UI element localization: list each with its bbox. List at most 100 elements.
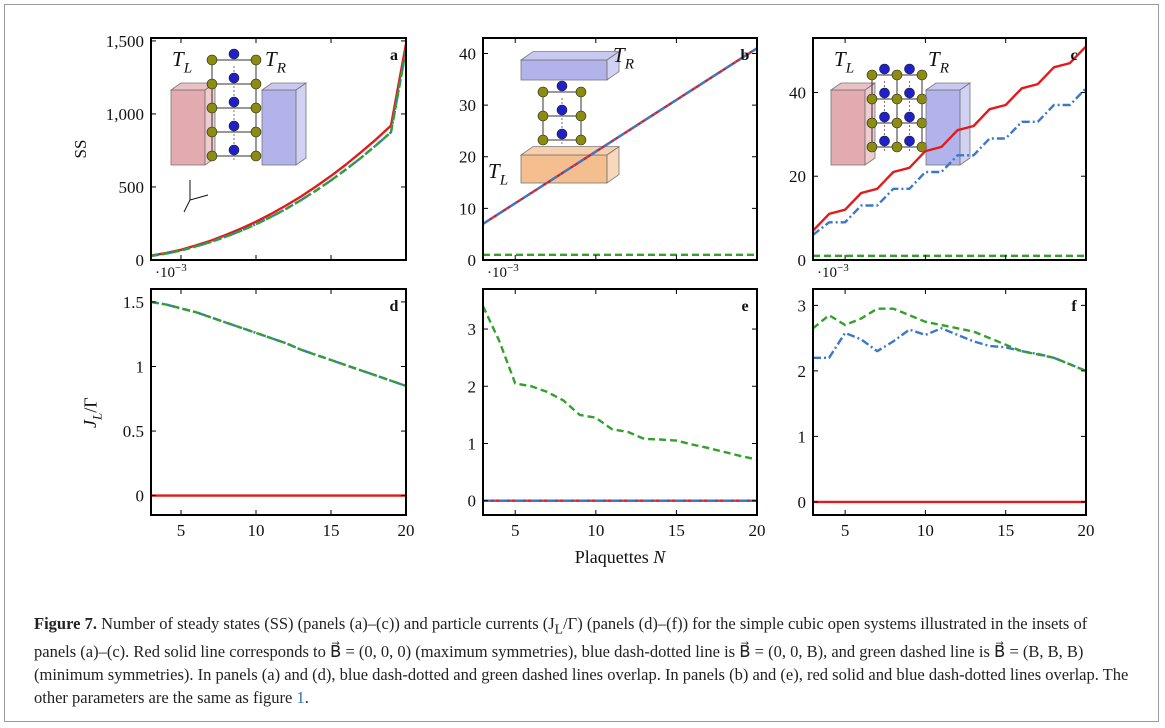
lattice-site-front (891, 141, 903, 153)
y-tick-label: 2 (468, 377, 477, 396)
y-tick-label: 0 (798, 493, 807, 512)
x-tick-label: 20 (749, 521, 766, 540)
lattice-site-front (866, 93, 878, 105)
lattice-site-back (904, 111, 915, 123)
y-tick-label: 0 (136, 487, 145, 506)
lattice-site-front (537, 110, 549, 122)
plot-frame (812, 288, 1087, 516)
x-tick-label: 20 (398, 521, 415, 540)
lattice-site-back (556, 104, 568, 116)
lattice-site-back (904, 63, 915, 75)
lattice-site-front (250, 102, 262, 114)
reservoir-top-side (606, 50, 620, 81)
axis-y-arrow (183, 199, 191, 213)
lattice-site-front (866, 141, 878, 153)
series-line-blue (813, 327, 1087, 373)
plot-frame (482, 37, 758, 261)
reservoir-bottom-top (519, 146, 621, 156)
reservoir-right (260, 82, 308, 166)
lattice-site-front (250, 126, 262, 138)
inset-c-schematic: TL TR (829, 47, 972, 166)
reservoir-right (924, 82, 972, 166)
lattice-site-back (228, 72, 240, 84)
caption-text-3: . (304, 688, 309, 708)
series-line-green (150, 300, 407, 388)
reservoir-right-side (295, 82, 307, 166)
y-tick-label: 10 (459, 199, 476, 218)
x-tick-label: 5 (841, 521, 850, 540)
y-tick-label: 2 (798, 362, 807, 381)
y-tick-label: 1 (798, 427, 807, 446)
caption-subscript: L (554, 621, 564, 637)
series-line-blue (482, 47, 758, 225)
y-tick-label: 1.5 (123, 293, 144, 312)
figure-caption: Figure 7. Number of steady states (SS) (… (34, 612, 1129, 709)
axes-triad (183, 180, 209, 213)
panel-letter: e (741, 298, 748, 315)
lattice-a (206, 48, 262, 162)
x-tick-label: 15 (997, 521, 1014, 540)
lattice-site-front (866, 117, 878, 129)
inset-b-schematic: TR TL (488, 43, 634, 188)
lattice-site-front (206, 150, 218, 162)
lattice-site-front (537, 134, 549, 146)
caption-text-1: Number of steady states (SS) (panels (a)… (96, 614, 555, 633)
lattice-site-back (904, 135, 915, 147)
x-tick-label: 5 (177, 521, 186, 540)
x-axis-label: Plaquettes N (575, 547, 667, 567)
panel-letter: b (741, 47, 750, 64)
lattice-site-back (228, 120, 240, 132)
lattice-site-back (228, 48, 240, 60)
reservoir-bottom-front (520, 154, 608, 184)
series-line-blue (812, 87, 1087, 236)
reservoir-right-front (925, 89, 961, 166)
y-tick-label: 30 (459, 96, 476, 115)
series-line-red (812, 45, 1087, 232)
lattice-site-back (228, 144, 240, 156)
exponent-label: ·10−3 (155, 262, 187, 281)
inset-label-TR: TR (265, 47, 286, 76)
lattice-site-front (575, 110, 587, 122)
reservoir-right-side (959, 82, 971, 166)
reservoir-bottom-side (606, 145, 620, 184)
panel-letter: d (390, 298, 399, 315)
lattice-site-front (537, 86, 549, 98)
inset-label-TR: TR (613, 43, 634, 72)
y-tick-label: 3 (798, 296, 807, 315)
lattice-site-front (206, 78, 218, 90)
x-tick-label: 20 (1078, 521, 1095, 540)
lattice-site-front (250, 150, 262, 162)
panel-f: 0 1 2 3 5 10 15 20 f (798, 288, 1095, 540)
y-tick-label: 20 (789, 167, 806, 186)
panel-letter: c (1070, 47, 1077, 64)
y-tick-label: 40 (459, 44, 476, 63)
lattice-site-back (556, 80, 568, 92)
plot-frame (482, 288, 758, 516)
inset-label-TL: TL (834, 47, 854, 76)
y-tick-label: 1,500 (106, 32, 144, 51)
inset-label-TL: TL (172, 47, 192, 76)
y-tick-label: 0 (136, 251, 145, 270)
inset-a-schematic: TL TR (169, 47, 308, 213)
exponent-label: ·10−3 (487, 262, 519, 281)
panel-b: TR TL 0 10 20 30 40 ·10−3 b (459, 37, 758, 281)
x-tick-label: 15 (668, 521, 685, 540)
y-tick-label: 3 (468, 320, 477, 339)
x-tick-label: 10 (917, 521, 934, 540)
lattice-site-back (879, 87, 890, 99)
series-line-blue (150, 300, 407, 388)
y-tick-label: 1 (136, 357, 145, 376)
caption-text-2: /Γ) (panels (d)–(f)) for the simple cubi… (34, 614, 1129, 708)
y-tick-label: 20 (459, 148, 476, 167)
caption-figure-link[interactable]: 1 (296, 688, 305, 708)
axis-x-arrow (189, 194, 209, 201)
lattice-site-front (916, 93, 928, 105)
x-tick-label: 10 (248, 521, 265, 540)
lattice-site-back (879, 63, 890, 75)
panel-letter: f (1071, 298, 1077, 315)
lattice-c (866, 63, 928, 153)
y-tick-label: 0 (468, 492, 477, 511)
reservoir-top (519, 50, 621, 81)
lattice-site-back (228, 96, 240, 108)
x-tick-label: 10 (587, 521, 604, 540)
